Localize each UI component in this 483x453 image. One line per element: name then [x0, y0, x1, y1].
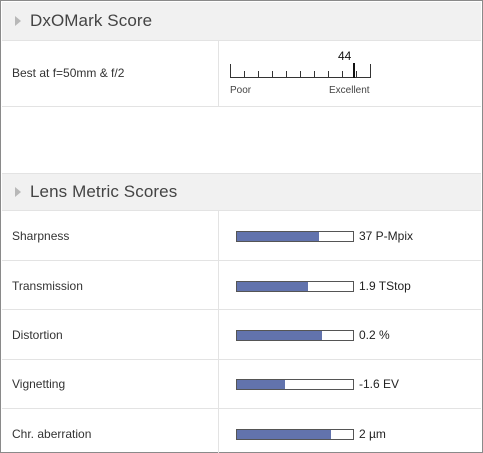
scale-tick [258, 71, 259, 78]
scale-tick [356, 71, 357, 78]
column-divider [218, 41, 219, 106]
metric-bar [236, 330, 354, 341]
dxomark-score-title: DxOMark Score [30, 11, 153, 30]
metric-bar-fill [237, 331, 322, 340]
column-divider [218, 409, 219, 453]
scale-tick [342, 71, 343, 78]
dxomark-score-row: Best at f=50mm & f/2 [2, 41, 481, 107]
scale-tick [370, 64, 371, 78]
metric-row-chr-aberration: Chr. aberration 2 µm [2, 409, 481, 453]
metric-label: Vignetting [12, 377, 66, 391]
column-divider [218, 261, 219, 309]
metric-value: 2 µm [359, 427, 386, 441]
dxomark-score-header[interactable]: DxOMark Score [2, 2, 481, 41]
scale-tick [244, 71, 245, 78]
scale-tick [230, 64, 231, 78]
metric-bar-fill [237, 282, 308, 291]
metric-label: Chr. aberration [12, 427, 92, 441]
dxomark-score-scale [230, 63, 371, 78]
metric-bar-fill [237, 232, 320, 241]
lens-metric-scores-header[interactable]: Lens Metric Scores [2, 173, 481, 211]
metric-value: -1.6 EV [359, 377, 400, 391]
column-divider [218, 360, 219, 408]
metric-bar-fill [237, 380, 285, 389]
scale-tick [314, 71, 315, 78]
scale-tick [286, 71, 287, 78]
metric-bar-fill [237, 430, 331, 439]
scale-min-label: Poor [230, 85, 252, 96]
metric-row-sharpness: Sharpness 37 P-Mpix [2, 211, 481, 261]
score-marker [353, 63, 355, 78]
metric-label: Transmission [12, 279, 83, 293]
metric-label: Distortion [12, 328, 63, 342]
metric-row-vignetting: Vignetting -1.6 EV [2, 360, 481, 409]
metric-bar [236, 429, 354, 440]
lens-metric-scores-title: Lens Metric Scores [30, 182, 178, 201]
scale-max-label: Excellent [329, 85, 370, 96]
metric-bar [236, 281, 354, 292]
dxomark-row-label: Best at f=50mm & f/2 [12, 66, 125, 80]
metric-row-transmission: Transmission 1.9 TStop [2, 261, 481, 310]
metric-label: Sharpness [12, 229, 70, 243]
metric-value: 1.9 TStop [359, 279, 411, 293]
metric-bar [236, 379, 354, 390]
scale-tick [272, 71, 273, 78]
metric-bar [236, 231, 354, 242]
scale-tick [300, 71, 301, 78]
scale-tick [328, 71, 329, 78]
column-divider [218, 211, 219, 260]
column-divider [218, 310, 219, 359]
dxomark-score-value: 44 [338, 49, 352, 63]
expand-triangle-icon[interactable] [15, 16, 21, 26]
metric-value: 37 P-Mpix [359, 229, 414, 243]
metric-value: 0.2 % [359, 328, 390, 342]
expand-triangle-icon[interactable] [15, 187, 21, 197]
metric-row-distortion: Distortion 0.2 % [2, 310, 481, 360]
